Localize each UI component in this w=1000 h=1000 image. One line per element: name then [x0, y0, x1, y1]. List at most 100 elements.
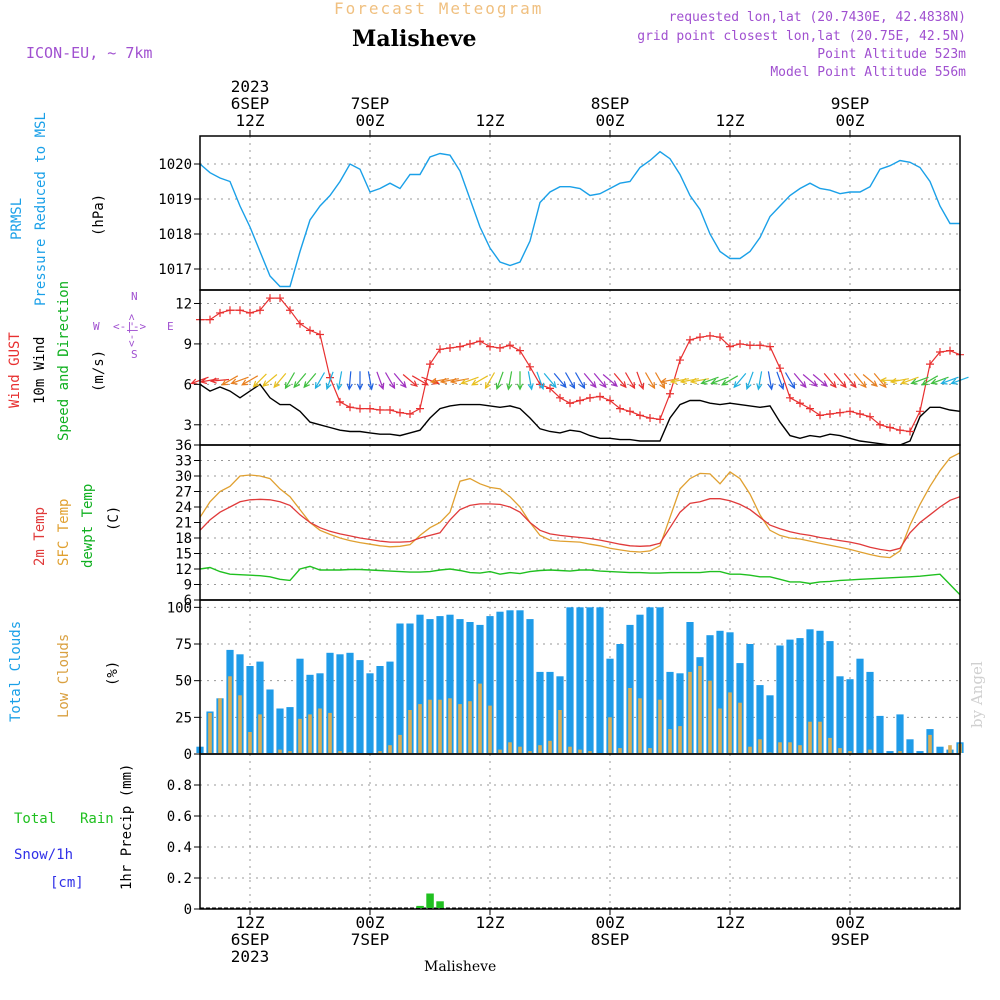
top-time-label: 00Z	[596, 111, 625, 130]
y-tick-label-pressure: 1017	[158, 262, 192, 278]
total-cloud-bar	[306, 674, 314, 753]
wind-gust-point	[476, 337, 484, 346]
low-cloud-bar	[278, 749, 282, 753]
total-cloud-bar	[296, 658, 304, 753]
model-altitude: Model Point Altitude 556m	[770, 65, 966, 80]
wind-direction-arrow	[767, 371, 774, 391]
wind-gust-point	[376, 405, 384, 414]
wind-gust-point	[386, 405, 394, 414]
wind-gust-point	[336, 397, 344, 406]
top-time-label: 00Z	[356, 111, 385, 130]
wind-direction-arrow	[889, 377, 910, 385]
low-cloud-bar	[928, 734, 932, 753]
requested-coords: requested lon,lat (20.7430E, 42.4838N)	[668, 10, 966, 25]
cloud-bars	[196, 607, 964, 753]
wind-gust-point	[306, 326, 314, 335]
y-tick-label-temperature: 21	[175, 516, 192, 532]
rain-bar	[426, 893, 434, 908]
wind-direction-arrow	[495, 371, 504, 391]
total-cloud-bar	[916, 751, 924, 753]
pressure-label-desc: Pressure Reduced to MSL	[33, 112, 49, 306]
low-cloud-bar	[408, 710, 412, 753]
wind-gust-point	[946, 346, 954, 355]
low-cloud-bar	[448, 698, 452, 753]
top-time-label: 8SEP	[591, 94, 630, 113]
footer-location: Malisheve	[424, 959, 497, 975]
wind-direction-arrow	[843, 373, 857, 389]
wind-direction-arrow	[745, 371, 754, 391]
total-cloud-bar	[806, 629, 814, 753]
low-cloud-bar	[948, 745, 952, 753]
total-cloud-bar	[506, 610, 514, 753]
wind-direction-arrow	[710, 376, 729, 385]
bottom-time-label: 8SEP	[591, 930, 630, 949]
total-cloud-bar	[586, 607, 594, 753]
wind-gust-point	[666, 389, 674, 398]
low-cloud-bar	[608, 717, 612, 753]
total-cloud-bar	[256, 661, 264, 753]
clouds-unit: (%)	[105, 660, 121, 686]
total-cloud-bar	[416, 614, 424, 753]
wind-direction-arrow	[284, 372, 296, 390]
y-tick-label-temperature: 27	[175, 485, 192, 501]
wind-direction-arrow	[812, 374, 828, 387]
low-cloud-bar	[238, 695, 242, 753]
pressure-unit: (hPa)	[91, 193, 107, 236]
wind-gust-point	[816, 411, 824, 420]
wind-gust-point	[496, 343, 504, 352]
wind-direction-arrow	[252, 373, 267, 388]
wind-gust-point	[406, 410, 414, 418]
total-cloud-bar	[756, 685, 764, 753]
wind-gust-point	[506, 341, 514, 350]
total-cloud-bar	[346, 652, 354, 753]
wind-gust-point	[736, 339, 744, 348]
total-cloud-bar	[906, 739, 914, 753]
y-tick-label-precip: 0.4	[167, 840, 192, 856]
top-time-label: 12Z	[236, 111, 265, 130]
wind-gust-label: Wind GUST	[7, 332, 23, 408]
total-cloud-bar	[796, 638, 804, 753]
wind-gust-point	[556, 393, 564, 402]
total-cloud-bar	[496, 611, 504, 753]
top-time-label: 6SEP	[231, 94, 270, 113]
point-altitude: Point Altitude 523m	[817, 47, 966, 62]
y-tick-label-clouds: 25	[175, 710, 192, 726]
y-tick-label-clouds: 100	[167, 600, 192, 616]
wind-direction-arrow	[527, 371, 534, 391]
total-cloud-bar	[596, 607, 604, 753]
wind-direction-arrow	[721, 375, 739, 386]
wind-gust-point	[926, 360, 934, 369]
low-cloud-bar	[218, 698, 222, 753]
low-cloud-bar	[498, 749, 502, 753]
low-cloud-bar	[578, 749, 582, 753]
temp-sfc-label: SFC Temp	[56, 498, 72, 566]
wind-direction-arrow	[367, 371, 374, 391]
top-time-label: 12Z	[476, 111, 505, 130]
low-cloud-bar	[788, 742, 792, 753]
low-cloud-bar	[208, 712, 212, 753]
wind-direction-arrow	[356, 371, 364, 391]
wind-gust-point	[726, 342, 734, 351]
y-tick-label-temperature: 12	[175, 562, 192, 578]
wind-gust-point	[566, 399, 574, 408]
low-cloud-bar	[468, 701, 472, 753]
wind-gust-point	[426, 360, 434, 369]
total-cloud-bar	[786, 639, 794, 753]
low-cloud-bar	[818, 721, 822, 753]
bottom-time-label: 12Z	[476, 913, 505, 932]
wind-direction-arrow	[940, 376, 959, 385]
total-cloud-bar	[466, 622, 474, 753]
wind-gust-point	[916, 407, 924, 416]
total-cloud-bar	[376, 666, 384, 753]
wind-gust-point	[826, 410, 834, 418]
top-time-label: 12Z	[716, 111, 745, 130]
wind-gust-point	[516, 346, 524, 355]
y-tick-label-wind: 3	[184, 418, 192, 434]
low-cloud-bar	[618, 748, 622, 753]
wind-direction-arrow	[823, 373, 837, 389]
low-cloud-bar	[588, 751, 592, 753]
wind-gust-point	[596, 392, 604, 401]
total-cloud-bar	[936, 746, 944, 753]
top-time-label: 9SEP	[831, 94, 870, 113]
rain-bar	[416, 905, 424, 908]
